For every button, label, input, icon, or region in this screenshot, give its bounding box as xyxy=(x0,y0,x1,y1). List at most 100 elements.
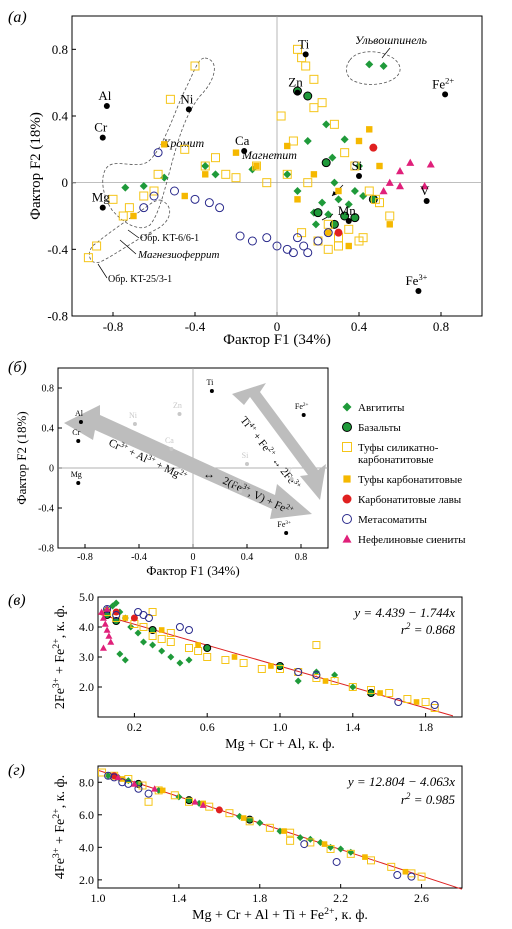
point-diamond xyxy=(121,656,129,664)
point-open-square xyxy=(149,186,159,196)
point-diamond xyxy=(256,819,264,827)
legend-marker xyxy=(343,475,351,483)
y-tick-label: 4.0 xyxy=(79,841,94,855)
point-circle xyxy=(313,208,323,218)
y-tick-label: 2.0 xyxy=(79,680,94,694)
point-open-square xyxy=(346,849,355,858)
point-open-circle xyxy=(185,626,193,634)
point-open-circle xyxy=(175,623,184,631)
point-open-square xyxy=(367,686,375,694)
point-circle xyxy=(203,644,212,652)
point-triangle xyxy=(151,785,159,792)
point-open-circle xyxy=(144,614,153,622)
point-square xyxy=(362,854,368,860)
point-open-square xyxy=(211,153,220,163)
point-open-circle xyxy=(288,248,298,258)
point-square xyxy=(376,162,383,170)
panel-d-r2: r2 = 0.985 xyxy=(401,791,456,807)
point-open-square xyxy=(225,809,234,818)
point-open-square xyxy=(344,224,354,234)
point-diamond xyxy=(331,671,339,679)
point-open-square xyxy=(348,683,357,691)
loading-label: Zn xyxy=(288,75,303,90)
point-square xyxy=(321,841,328,847)
point-triangle xyxy=(420,182,429,190)
point-open-circle xyxy=(294,668,303,676)
panel-d-xlabel: Mg + Cr + Al + Ti + Fe2+, к. ф. xyxy=(192,906,368,924)
loading-point xyxy=(294,89,301,96)
legend-marker xyxy=(342,534,352,543)
point-open-square xyxy=(329,119,339,129)
ulvospinel-field xyxy=(346,51,401,85)
point-square xyxy=(413,699,420,705)
panel-b-xlabel: Фактор F1 (34%) xyxy=(146,563,239,578)
loading-label: Al xyxy=(98,88,111,103)
panel-c-r2: r2 = 0.868 xyxy=(401,621,456,637)
point-open-circle xyxy=(153,148,163,158)
loading-point xyxy=(301,413,306,417)
point-circle xyxy=(215,806,223,814)
point-diamond xyxy=(324,210,333,219)
loading-point xyxy=(76,481,81,485)
point-open-square xyxy=(306,838,315,847)
point-open-square xyxy=(309,103,319,113)
point-open-circle xyxy=(394,698,403,706)
point-diamond xyxy=(158,647,166,655)
panel-a: (a) -0.8 -0.4 0 0.4 0.8 0.8 0.4 0 -0.4 -0.8 Ульво… xyxy=(8,9,483,348)
point-open-square xyxy=(185,797,193,806)
point-triangle xyxy=(99,614,107,621)
point-open-square xyxy=(317,98,327,108)
point-open-square xyxy=(340,148,350,158)
point-open-square xyxy=(139,623,148,631)
point-triangle xyxy=(99,644,107,651)
loading-point xyxy=(284,531,289,535)
point-open-circle xyxy=(124,779,133,788)
point-diamond xyxy=(327,843,335,851)
panel-b-label: (б) xyxy=(8,359,27,376)
y-tick-label: 0.4 xyxy=(42,424,55,435)
point-circle xyxy=(334,228,343,237)
point-diamond xyxy=(211,170,220,179)
x-tick-label: 0.8 xyxy=(295,552,308,563)
point-open-circle xyxy=(272,241,282,251)
loading-label: Mg xyxy=(71,470,82,479)
point-open-square xyxy=(98,768,107,777)
point-diamond xyxy=(296,834,304,842)
point-open-square xyxy=(108,194,118,204)
point-open-circle xyxy=(323,228,333,238)
loading-point xyxy=(345,218,352,224)
point-diamond xyxy=(349,683,357,691)
faded-loading-label: Mn xyxy=(233,478,244,487)
point-diamond xyxy=(379,62,388,70)
point-diamond xyxy=(176,659,184,667)
point-diamond xyxy=(294,677,302,685)
point-open-square xyxy=(83,253,93,263)
point-open-square xyxy=(385,211,395,221)
y-tick-label: 0 xyxy=(62,175,69,190)
legend-label: Карбонатитовые лавы xyxy=(358,494,462,506)
magnesioferrite-field xyxy=(89,199,170,264)
legend-label: Туфы карбонатитовые xyxy=(358,474,462,486)
point-circle xyxy=(321,158,331,168)
loading-label: Si xyxy=(352,158,363,173)
point-open-square xyxy=(262,178,272,188)
point-open-square xyxy=(387,862,396,871)
point-diamond xyxy=(334,195,343,204)
point-open-circle xyxy=(247,236,257,246)
panel-a-label: (a) xyxy=(8,9,27,26)
x-tick-label: 1.8 xyxy=(252,891,267,905)
faded-loading-label: Si xyxy=(242,451,249,460)
loading-point xyxy=(442,91,449,98)
point-circle xyxy=(329,219,339,229)
loading-label: Mg xyxy=(92,190,111,205)
faded-loading-point xyxy=(289,477,294,481)
regression-line xyxy=(97,613,454,717)
loading-label: Fe3+ xyxy=(405,272,427,288)
point-triangle xyxy=(426,160,435,168)
loading-label: Cr xyxy=(72,428,80,437)
chromite-field xyxy=(102,57,215,229)
panel-b-arrows: Ti4+ + Fe2+ ↔ 2Fe3+ Cr3+ + Al3+ + Mg2+ ↔… xyxy=(64,383,326,519)
point-open-square xyxy=(276,111,286,121)
y-tick-label: -0.4 xyxy=(47,242,68,257)
point-open-square xyxy=(148,608,157,616)
